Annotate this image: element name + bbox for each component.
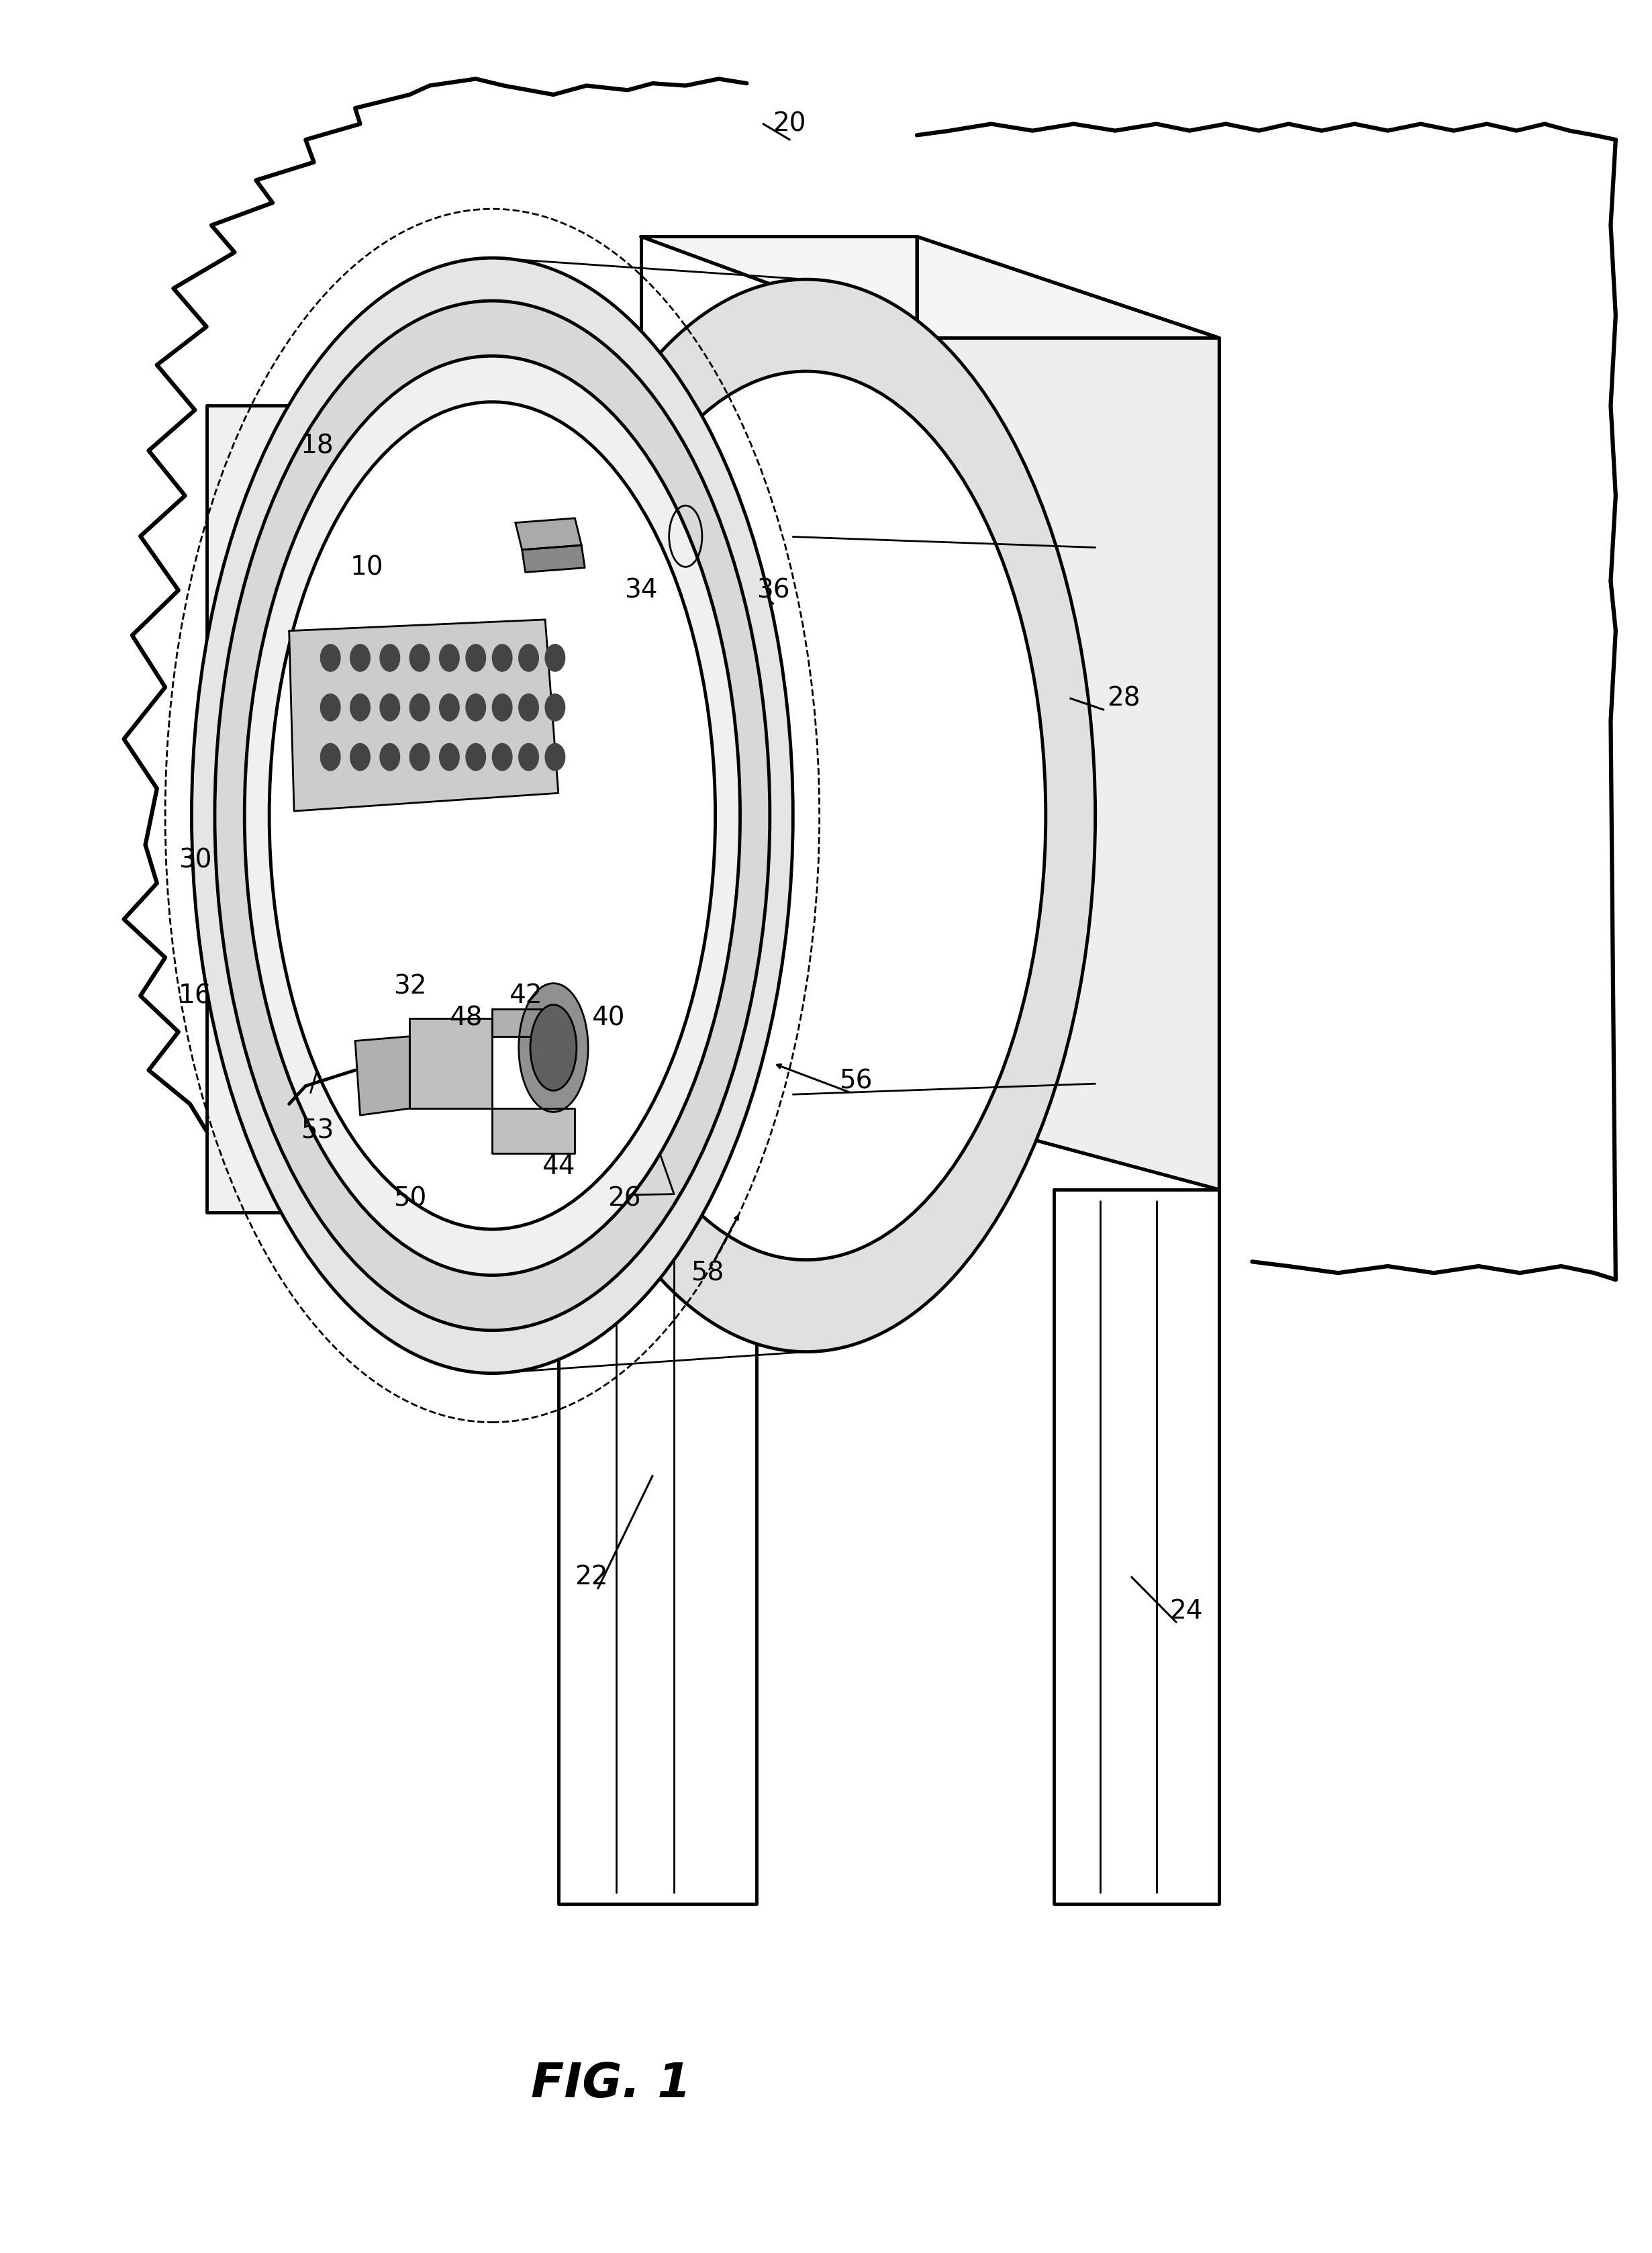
Circle shape bbox=[410, 694, 430, 721]
Circle shape bbox=[350, 644, 370, 671]
Circle shape bbox=[519, 743, 539, 771]
Text: 50: 50 bbox=[393, 1185, 426, 1212]
Ellipse shape bbox=[517, 279, 1095, 1352]
Ellipse shape bbox=[244, 356, 740, 1275]
Circle shape bbox=[380, 743, 400, 771]
Circle shape bbox=[320, 694, 340, 721]
Text: 10: 10 bbox=[350, 554, 383, 581]
Circle shape bbox=[545, 694, 565, 721]
Text: 30: 30 bbox=[178, 847, 211, 874]
Circle shape bbox=[320, 644, 340, 671]
Text: 20: 20 bbox=[773, 110, 806, 137]
Ellipse shape bbox=[530, 1005, 577, 1090]
Circle shape bbox=[545, 644, 565, 671]
Circle shape bbox=[492, 694, 512, 721]
Ellipse shape bbox=[567, 372, 1046, 1259]
Polygon shape bbox=[410, 1018, 492, 1108]
Ellipse shape bbox=[519, 982, 588, 1113]
Text: 34: 34 bbox=[624, 577, 657, 604]
Circle shape bbox=[350, 743, 370, 771]
Circle shape bbox=[439, 743, 459, 771]
Circle shape bbox=[519, 644, 539, 671]
Text: 48: 48 bbox=[449, 1005, 482, 1032]
Text: 16: 16 bbox=[178, 982, 211, 1009]
Text: 58: 58 bbox=[691, 1259, 724, 1286]
Circle shape bbox=[519, 694, 539, 721]
Text: 53: 53 bbox=[301, 1117, 334, 1145]
Polygon shape bbox=[522, 545, 585, 572]
Circle shape bbox=[380, 644, 400, 671]
Polygon shape bbox=[515, 518, 582, 550]
Text: 32: 32 bbox=[393, 973, 426, 1000]
Polygon shape bbox=[410, 1099, 674, 1199]
Text: 42: 42 bbox=[509, 982, 542, 1009]
Text: 18: 18 bbox=[301, 433, 334, 460]
Circle shape bbox=[410, 644, 430, 671]
Polygon shape bbox=[492, 1108, 575, 1154]
Circle shape bbox=[492, 743, 512, 771]
Circle shape bbox=[466, 743, 486, 771]
Text: 44: 44 bbox=[542, 1154, 575, 1181]
Circle shape bbox=[439, 644, 459, 671]
Ellipse shape bbox=[192, 257, 793, 1374]
Polygon shape bbox=[1054, 1190, 1219, 1904]
Circle shape bbox=[545, 743, 565, 771]
Circle shape bbox=[466, 694, 486, 721]
Text: 36: 36 bbox=[757, 577, 790, 604]
Ellipse shape bbox=[215, 302, 770, 1329]
Polygon shape bbox=[917, 237, 1219, 1190]
Circle shape bbox=[492, 644, 512, 671]
Text: FIG. 1: FIG. 1 bbox=[532, 2061, 691, 2107]
Circle shape bbox=[410, 743, 430, 771]
Circle shape bbox=[439, 694, 459, 721]
Polygon shape bbox=[206, 406, 641, 1212]
Polygon shape bbox=[355, 1036, 410, 1115]
Text: 56: 56 bbox=[839, 1068, 872, 1095]
Ellipse shape bbox=[269, 401, 715, 1230]
Text: 40: 40 bbox=[591, 1005, 624, 1032]
Polygon shape bbox=[289, 620, 558, 811]
Text: 28: 28 bbox=[1107, 685, 1140, 712]
Polygon shape bbox=[558, 1239, 757, 1904]
Text: 26: 26 bbox=[608, 1185, 641, 1212]
Circle shape bbox=[320, 743, 340, 771]
Text: 22: 22 bbox=[575, 1564, 608, 1591]
Polygon shape bbox=[641, 237, 1219, 338]
Circle shape bbox=[380, 694, 400, 721]
Polygon shape bbox=[492, 1009, 542, 1036]
Text: 24: 24 bbox=[1170, 1597, 1203, 1624]
Polygon shape bbox=[641, 237, 917, 1108]
Circle shape bbox=[350, 694, 370, 721]
Circle shape bbox=[466, 644, 486, 671]
